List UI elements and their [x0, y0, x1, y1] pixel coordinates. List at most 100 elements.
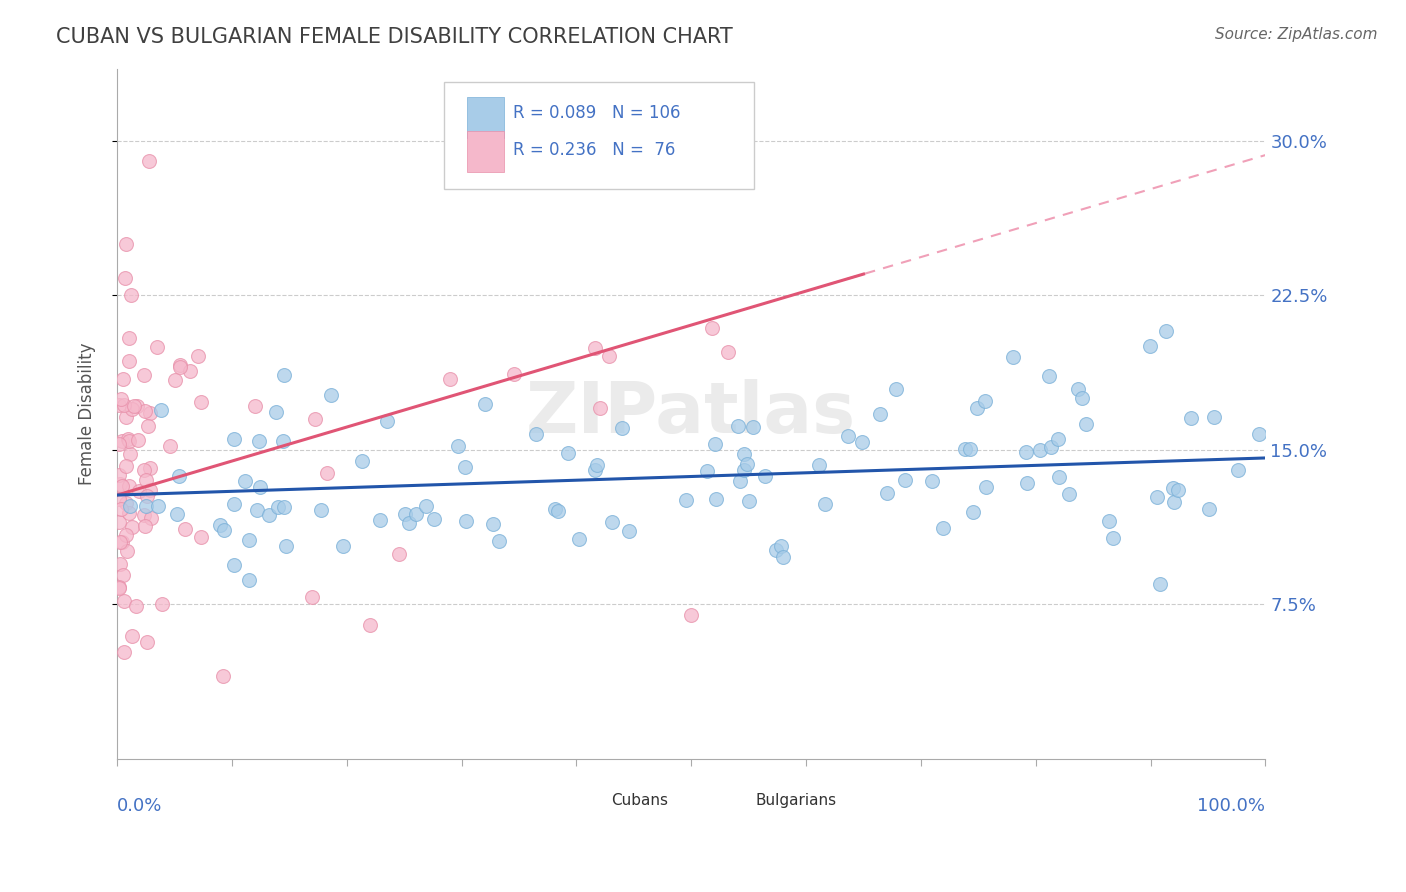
Point	[316, 466, 339, 480]
Point	[108, 581, 131, 595]
Point	[112, 594, 135, 608]
Text: Bulgarians: Bulgarians	[755, 793, 837, 808]
Point	[257, 508, 280, 523]
Point	[238, 533, 260, 548]
Point	[728, 474, 751, 488]
Point	[696, 465, 718, 479]
Point	[741, 420, 763, 434]
Point	[405, 507, 427, 521]
Point	[398, 516, 420, 531]
Point	[246, 502, 269, 516]
Point	[121, 628, 143, 642]
Point	[474, 397, 496, 411]
Point	[243, 399, 266, 413]
FancyBboxPatch shape	[568, 783, 605, 819]
Point	[1074, 417, 1097, 431]
Point	[583, 462, 606, 476]
Point	[1070, 391, 1092, 405]
Point	[754, 468, 776, 483]
Point	[921, 475, 943, 489]
FancyBboxPatch shape	[444, 82, 755, 189]
Point	[1047, 432, 1070, 446]
Point	[273, 500, 295, 514]
Point	[1038, 368, 1060, 383]
Point	[110, 392, 132, 407]
Point	[150, 402, 173, 417]
Point	[208, 518, 231, 533]
Point	[415, 499, 437, 513]
Point	[304, 411, 326, 425]
Point	[271, 434, 294, 448]
Point	[112, 567, 135, 582]
Point	[717, 345, 740, 359]
Point	[1149, 577, 1171, 591]
Point	[1001, 350, 1024, 364]
Point	[568, 532, 591, 546]
Point	[700, 321, 723, 335]
Point	[146, 500, 169, 514]
Point	[733, 463, 755, 477]
Point	[222, 558, 245, 572]
Point	[600, 516, 623, 530]
Point	[617, 524, 640, 538]
Point	[163, 373, 186, 387]
Point	[135, 473, 157, 487]
Point	[273, 368, 295, 383]
Point	[770, 539, 793, 553]
Point	[112, 645, 135, 659]
Point	[264, 405, 287, 419]
Point	[111, 535, 134, 549]
Point	[387, 547, 409, 561]
Point	[127, 399, 149, 413]
Text: 100.0%: 100.0%	[1198, 797, 1265, 814]
Point	[675, 493, 697, 508]
Y-axis label: Female Disability: Female Disability	[79, 343, 96, 485]
Point	[135, 499, 157, 513]
Point	[146, 340, 169, 354]
Point	[138, 154, 160, 169]
Point	[869, 407, 891, 421]
Point	[238, 574, 260, 588]
Point	[454, 460, 477, 475]
Point	[134, 403, 156, 417]
Point	[738, 494, 761, 508]
Point	[1198, 501, 1220, 516]
FancyBboxPatch shape	[467, 97, 505, 137]
Point	[190, 529, 212, 543]
Point	[108, 580, 131, 594]
Point	[134, 368, 156, 382]
Point	[135, 635, 157, 649]
Point	[139, 483, 162, 498]
FancyBboxPatch shape	[467, 131, 505, 172]
Point	[1146, 490, 1168, 504]
Point	[1139, 339, 1161, 353]
Point	[139, 406, 162, 420]
Point	[837, 429, 859, 443]
Point	[893, 473, 915, 487]
Point	[108, 557, 131, 571]
Point	[1098, 514, 1121, 528]
FancyBboxPatch shape	[714, 783, 751, 819]
Point	[557, 446, 579, 460]
Point	[212, 669, 235, 683]
Point	[765, 543, 787, 558]
Point	[117, 434, 139, 449]
Point	[482, 517, 505, 532]
Point	[368, 513, 391, 527]
Point	[447, 439, 470, 453]
Point	[456, 514, 478, 528]
Point	[214, 523, 236, 537]
Point	[727, 419, 749, 434]
Point	[681, 607, 703, 622]
Text: CUBAN VS BULGARIAN FEMALE DISABILITY CORRELATION CHART: CUBAN VS BULGARIAN FEMALE DISABILITY COR…	[56, 27, 733, 46]
Point	[118, 506, 141, 520]
Point	[114, 496, 136, 510]
Point	[233, 474, 256, 488]
Point	[247, 434, 270, 449]
Point	[966, 401, 988, 415]
Text: 0.0%: 0.0%	[117, 797, 163, 814]
Point	[301, 590, 323, 604]
Point	[128, 483, 150, 498]
Point	[1015, 444, 1038, 458]
Point	[274, 539, 297, 553]
